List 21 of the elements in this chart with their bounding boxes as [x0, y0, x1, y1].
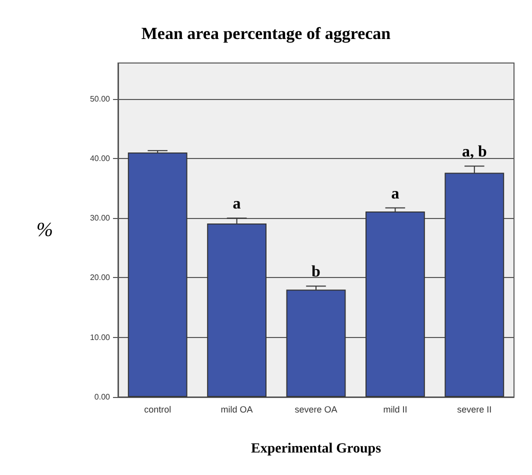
x-tick-label: severe II	[457, 404, 492, 414]
data-label: b	[312, 264, 321, 281]
bar	[128, 152, 188, 397]
y-tick-label: 20.00	[90, 273, 111, 282]
x-tick-label: mild II	[383, 404, 408, 414]
y-tick-label: 50.00	[90, 94, 111, 104]
y-tick-label: 30.00	[90, 214, 111, 223]
x-tick-label: mild OA	[220, 404, 253, 414]
data-label: a	[391, 185, 400, 202]
data-label: a, b	[462, 144, 487, 161]
y-tick-label: 10.00	[90, 332, 111, 342]
chart-title: Mean area percentage of aggrecan	[141, 24, 392, 43]
y-axis-title: %	[36, 219, 53, 241]
x-tick-label: control	[144, 404, 172, 414]
x-tick-label: severe OA	[294, 404, 338, 414]
x-axis-title: Experimental Groups	[250, 442, 382, 456]
y-tick-label: 0.00	[94, 392, 111, 402]
data-label: a	[232, 196, 241, 213]
y-tick-label: 40.00	[90, 154, 111, 163]
bar	[286, 290, 346, 397]
bar	[366, 212, 425, 397]
